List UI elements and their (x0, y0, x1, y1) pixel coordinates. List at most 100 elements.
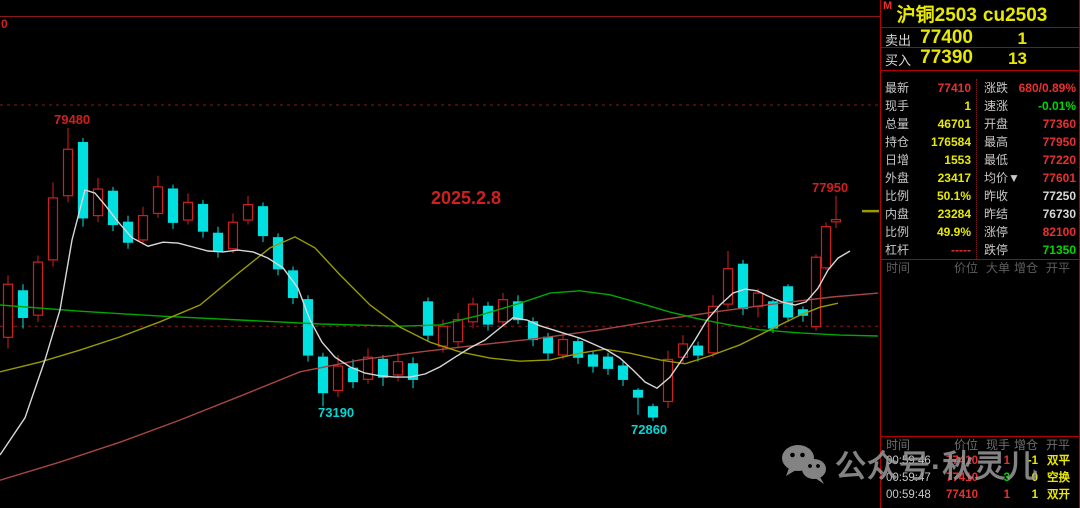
candle (182, 193, 194, 225)
stat-cell: 杠杆 ----- (881, 241, 980, 259)
candle (167, 184, 179, 229)
stat-label: 最高 (984, 135, 1009, 149)
stat-value: 77410 (937, 81, 971, 95)
candle (602, 352, 614, 375)
stat-value: 23417 (937, 171, 971, 185)
stat-cell: 开盘 77360 (980, 115, 1079, 133)
stat-cell: 比例 50.1% (881, 187, 980, 205)
quote-panel: M 沪铜2503 cu2503 卖出 77400 1 买入 77390 13 最新… (880, 0, 1080, 508)
stat-cell: 速涨 -0.01% (980, 97, 1079, 115)
stat-value: 77950 (1042, 135, 1076, 149)
tick-list[interactable]: 00:59:46 77410 1 -1 双平 00:59:47 77410 3 0 空换 00:59… (881, 453, 1079, 504)
stat-label: 杠杆 (885, 243, 910, 257)
tick-flag: 空换 (1047, 472, 1070, 484)
stat-label: 内盘 (885, 207, 910, 221)
stat-label: 日增 (885, 153, 910, 167)
ask-row[interactable]: 卖出 77400 1 (881, 27, 1079, 48)
price-label: 73190 (318, 405, 354, 420)
stat-cell: 跌停 71350 (980, 241, 1079, 259)
candlestick-chart[interactable]: 0 79480 2025.2.8 77950 73190 72860 (0, 0, 880, 508)
stat-label: 昨结 (984, 207, 1009, 221)
stat-label: 均价▼ (984, 171, 1020, 185)
tick-table-header: 时间 价位 现手 增仓 开平 (881, 436, 1079, 453)
stat-label: 现手 (885, 99, 910, 113)
candle (482, 301, 494, 331)
stat-row: 内盘 23284 昨结 76730 (881, 205, 1079, 223)
candle (212, 226, 224, 258)
stat-row: 日增 1553 最低 77220 (881, 151, 1079, 169)
period-tag: M (883, 0, 893, 12)
candle (32, 255, 44, 322)
candle (377, 355, 389, 386)
column-header: 开平 (1045, 261, 1070, 275)
stat-label: 昨收 (984, 189, 1009, 203)
stat-label: 跌停 (984, 243, 1009, 257)
tick-delta: -1 (1027, 455, 1038, 467)
candle (152, 175, 164, 218)
candle (227, 213, 239, 254)
tick-time: 00:59:48 (886, 489, 931, 501)
stat-value: 76730 (1042, 207, 1076, 221)
stat-label: 速涨 (984, 99, 1009, 113)
stat-value: 49.9% (936, 225, 971, 239)
candle (332, 355, 344, 398)
price-label: 79480 (54, 112, 90, 127)
bid-price: 77390 (920, 47, 973, 68)
candle (362, 348, 374, 384)
stat-row: 比例 49.9% 涨停 82100 (881, 223, 1079, 241)
candle (647, 403, 659, 421)
price-label: 72860 (631, 422, 667, 437)
candle (317, 352, 329, 407)
candle (197, 200, 209, 238)
stat-value: 46701 (937, 117, 971, 131)
candle (272, 233, 284, 276)
stat-label: 持仓 (885, 135, 910, 149)
candle (820, 222, 832, 271)
stat-row: 最新 77410 涨跌 680/0.89% (881, 79, 1079, 97)
bid-label: 买入 (885, 53, 912, 68)
candle (407, 357, 419, 389)
candle (62, 128, 74, 203)
ma-mid-olive (0, 236, 839, 373)
tick-flag: 双平 (1047, 455, 1070, 467)
stat-value: 1 (964, 99, 971, 113)
candle (302, 295, 314, 362)
bid-qty: 13 (1008, 49, 1027, 68)
stat-cell: 外盘 23417 (881, 169, 980, 187)
stat-cell: 涨跌 680/0.89% (980, 79, 1079, 97)
ask-price: 77400 (920, 27, 973, 48)
order-flow-header: 时间 价位 大单 增仓 开平 (881, 259, 1079, 276)
candle (2, 275, 14, 349)
candle (722, 251, 734, 309)
tick-row[interactable]: 00:59:47 77410 3 0 空换 (881, 470, 1079, 487)
bid-row[interactable]: 买入 77390 13 (881, 47, 1079, 71)
column-header: 时间 (886, 438, 911, 452)
stat-value: 50.1% (936, 189, 971, 203)
stat-label: 涨停 (984, 225, 1009, 239)
ma-slow-green (0, 290, 879, 337)
tick-price: 77410 (946, 489, 978, 501)
contract-title: 沪铜2503 (896, 5, 977, 26)
stats-grid: 最新 77410 涨跌 680/0.89% 现手 1 速涨 -0.01% 总量 46701 开盘 77… (881, 79, 1079, 259)
candle (452, 312, 464, 349)
column-header: 开平 (1045, 438, 1070, 452)
tick-row[interactable]: 00:59:46 77410 1 -1 双平 (881, 453, 1079, 470)
stat-cell: 最高 77950 (980, 133, 1079, 151)
stat-label: 比例 (885, 225, 910, 239)
stat-value: 71350 (1042, 243, 1076, 257)
stat-row: 外盘 23417 均价▼ 77601 (881, 169, 1079, 187)
stat-label: 外盘 (885, 171, 910, 185)
candle (810, 254, 822, 331)
stat-row: 持仓 176584 最高 77950 (881, 133, 1079, 151)
candle (737, 259, 749, 316)
stat-cell: 昨结 76730 (980, 205, 1079, 223)
ask-label: 卖出 (885, 33, 912, 48)
stats-divider (976, 79, 977, 259)
contract-header[interactable]: M 沪铜2503 cu2503 (881, 0, 1079, 28)
price-label: 2025.2.8 (431, 188, 501, 208)
stat-value: 176584 (930, 135, 971, 149)
tick-row[interactable]: 00:59:48 77410 1 1 双开 (881, 487, 1079, 504)
stat-cell: 均价▼ 77601 (980, 169, 1079, 187)
stat-row: 现手 1 速涨 -0.01% (881, 97, 1079, 115)
candle (107, 186, 119, 232)
